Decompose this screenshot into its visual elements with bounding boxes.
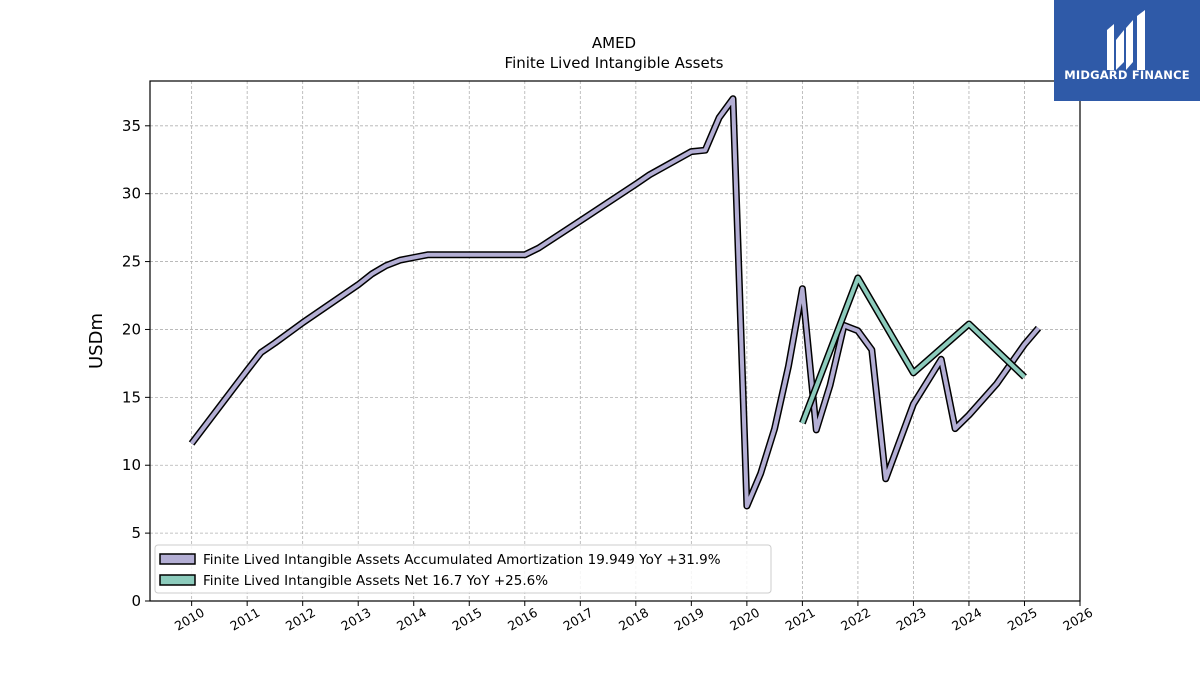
x-tick-label: 2019 (672, 605, 707, 634)
y-tick-label: 20 (122, 320, 141, 338)
x-tick-label: 2021 (783, 605, 818, 634)
legend-swatch (159, 553, 196, 565)
legend-entry: Finite Lived Intangible Assets Net 16.7 … (203, 573, 548, 589)
series-line-outline (188, 95, 1042, 510)
legend-swatch (159, 574, 196, 586)
grid-lines (150, 81, 1081, 602)
legend: Finite Lived Intangible Assets Accumulat… (154, 544, 772, 594)
x-tick-label: 2025 (1005, 605, 1040, 634)
x-tick-label: 2015 (449, 605, 484, 634)
y-tick-label: 25 (122, 253, 141, 271)
y-tick-label: 5 (131, 524, 141, 542)
x-tick-label: 2014 (394, 605, 429, 634)
x-tick-label: 2026 (1060, 605, 1095, 634)
brand-logo: MIDGARD FINANCE (1054, 0, 1200, 101)
x-tick-label: 2010 (172, 605, 207, 634)
brand-mark-icon (1107, 10, 1145, 70)
chart-subtitle: Finite Lived Intangible Assets (505, 54, 724, 72)
brand-name: MIDGARD FINANCE (1064, 68, 1190, 82)
x-tick-label: 2011 (227, 605, 262, 634)
chart-title: AMED (592, 34, 636, 52)
x-tick-label: 2012 (283, 605, 318, 634)
plot-frame (149, 80, 1081, 602)
legend-box (154, 544, 772, 594)
y-axis-label: USDm (86, 313, 107, 369)
series-lines (188, 95, 1042, 510)
y-tick-label: 30 (122, 185, 141, 203)
x-tick-label: 2024 (949, 605, 984, 634)
x-tick-label: 2020 (727, 605, 762, 634)
x-tick-label: 2016 (505, 605, 540, 634)
y-tick-label: 35 (122, 117, 141, 135)
x-tick-label: 2023 (894, 605, 929, 634)
y-tick-label: 15 (122, 388, 141, 406)
x-tick-label: 2013 (338, 605, 373, 634)
series-line (190, 96, 1040, 508)
legend-entry: Finite Lived Intangible Assets Accumulat… (203, 552, 721, 568)
series-line (800, 275, 1026, 424)
x-tick-label: 2022 (838, 605, 873, 634)
x-tick-label: 2018 (616, 605, 651, 634)
y-tick-label: 10 (122, 456, 141, 474)
x-tick-label: 2017 (561, 605, 596, 634)
y-tick-label: 0 (131, 592, 141, 610)
